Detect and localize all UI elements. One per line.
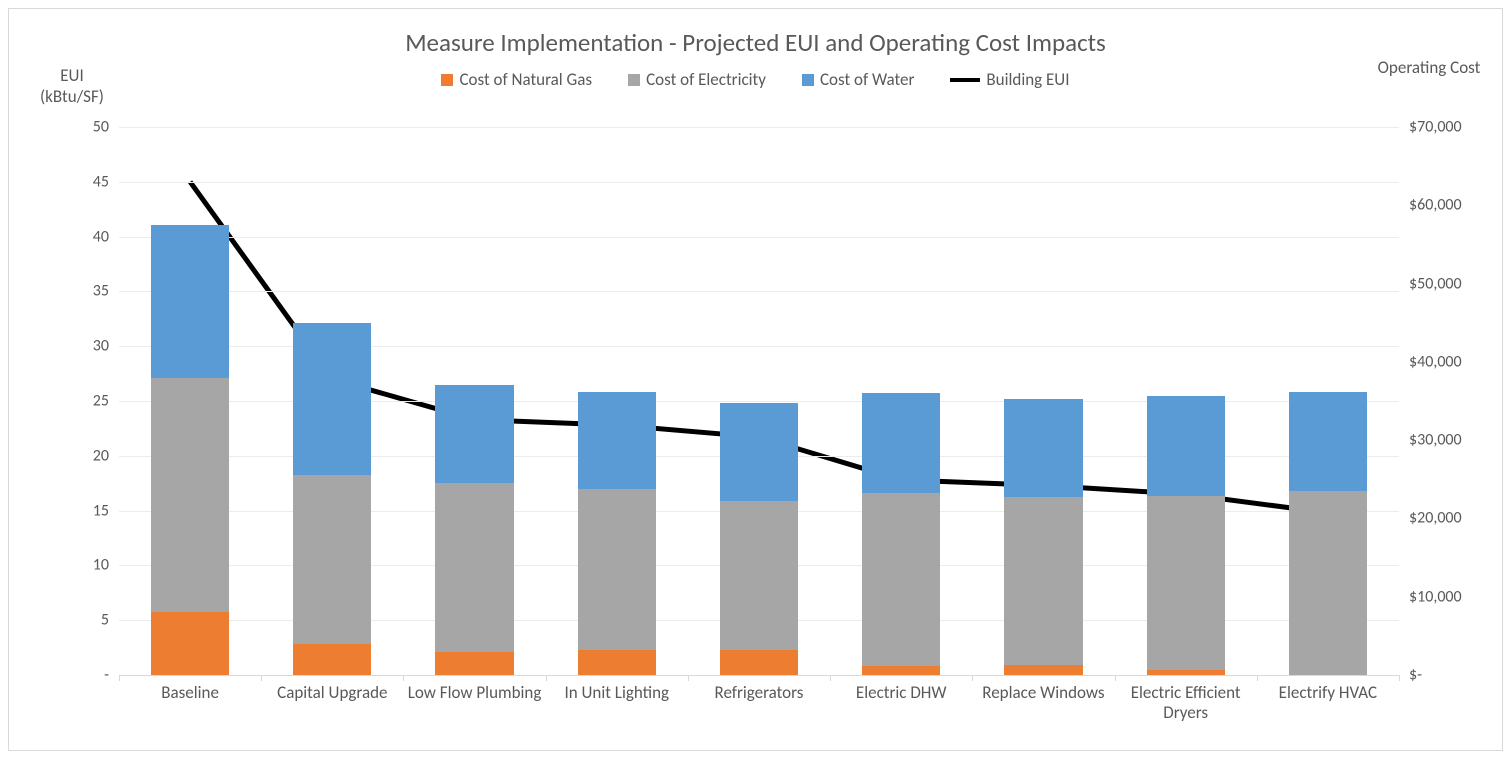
y-left-tick-label: 40: [49, 227, 109, 246]
x-tick: [972, 675, 973, 681]
x-tick: [1399, 675, 1400, 681]
bar-stack: [435, 385, 513, 675]
bar-segment: [862, 493, 940, 665]
y-right-tick-label: $20,000: [1409, 509, 1489, 528]
y-right-tick-label: $10,000: [1409, 587, 1489, 606]
y-right-tick-label: $-: [1409, 666, 1489, 685]
bar-stack: [578, 392, 656, 675]
y-right-tick-label: $40,000: [1409, 352, 1489, 371]
category-label: Electric DHW: [830, 683, 972, 703]
y-right-tick-label: $50,000: [1409, 274, 1489, 293]
bar-segment: [720, 403, 798, 501]
bar-segment: [293, 644, 371, 675]
y-left-tick-label: 30: [49, 337, 109, 356]
category-label: Low Flow Plumbing: [403, 683, 545, 703]
bar-stack: [151, 225, 229, 675]
bar-segment: [862, 393, 940, 493]
y-axis-right-title: Operating Cost: [1374, 57, 1484, 78]
y-left-tick-label: 35: [49, 282, 109, 301]
legend-swatch: [628, 74, 640, 86]
chart-title: Measure Implementation - Projected EUI a…: [9, 27, 1502, 58]
bar-segment: [1004, 665, 1082, 675]
legend-item: Cost of Electricity: [628, 69, 766, 90]
category-label: In Unit Lighting: [546, 683, 688, 703]
bar-segment: [435, 483, 513, 651]
bar-segment: [293, 475, 371, 643]
bar-segment: [1147, 496, 1225, 670]
legend-label: Cost of Electricity: [646, 69, 766, 90]
bar-segment: [578, 489, 656, 649]
category-label: Electric Efficient Dryers: [1115, 683, 1257, 724]
bar-segment: [151, 225, 229, 378]
bar-segment: [1147, 396, 1225, 496]
bar-stack: [1004, 399, 1082, 675]
bar-segment: [1289, 491, 1367, 675]
y-left-tick-label: 10: [49, 556, 109, 575]
bar-segment: [1004, 497, 1082, 665]
x-tick: [830, 675, 831, 681]
bar-segment: [578, 650, 656, 675]
y-left-tick-label: 20: [49, 446, 109, 465]
bar-stack: [1147, 396, 1225, 675]
y-right-tick-label: $30,000: [1409, 431, 1489, 450]
bar-segment: [435, 385, 513, 483]
x-tick: [403, 675, 404, 681]
bar-segment: [151, 378, 229, 613]
bar-stack: [293, 323, 371, 675]
gridline: [119, 237, 1399, 238]
bar-segment: [578, 392, 656, 490]
x-tick: [688, 675, 689, 681]
legend-label: Cost of Natural Gas: [459, 69, 592, 90]
bar-segment: [1289, 392, 1367, 491]
legend-swatch: [441, 74, 453, 86]
bar-stack: [720, 403, 798, 675]
chart-frame: Measure Implementation - Projected EUI a…: [8, 8, 1503, 751]
bar-stack: [1289, 392, 1367, 675]
y-left-tick-label: 50: [49, 118, 109, 137]
category-label: Baseline: [119, 683, 261, 703]
legend-label: Cost of Water: [820, 69, 914, 90]
category-label: Replace Windows: [972, 683, 1114, 703]
gridline: [119, 291, 1399, 292]
bar-segment: [720, 501, 798, 650]
bar-segment: [720, 650, 798, 675]
bar-segment: [1147, 670, 1225, 675]
category-label: Electrify HVAC: [1257, 683, 1399, 703]
legend-label: Building EUI: [986, 69, 1069, 90]
y-left-tick-label: 45: [49, 172, 109, 191]
bar-segment: [1004, 399, 1082, 497]
y-left-tick-label: -: [49, 666, 109, 685]
bar-segment: [293, 323, 371, 476]
legend-swatch: [802, 74, 814, 86]
legend-item: Cost of Natural Gas: [441, 69, 592, 90]
y-left-tick-label: 5: [49, 611, 109, 630]
y-axis-left-title: EUI (kBtu/SF): [27, 65, 117, 108]
plot-area: -5101520253035404550$-$10,000$20,000$30,…: [119, 127, 1399, 676]
legend-item: Cost of Water: [802, 69, 914, 90]
gridline: [119, 127, 1399, 128]
category-label: Refrigerators: [688, 683, 830, 703]
y-left-tick-label: 15: [49, 501, 109, 520]
bar-segment: [862, 666, 940, 675]
gridline: [119, 182, 1399, 183]
y-right-tick-label: $60,000: [1409, 196, 1489, 215]
legend-line-swatch: [950, 78, 980, 82]
bar-segment: [435, 652, 513, 675]
bar-segment: [151, 612, 229, 675]
x-tick: [119, 675, 120, 681]
x-tick: [261, 675, 262, 681]
y-right-tick-label: $70,000: [1409, 118, 1489, 137]
x-tick: [1115, 675, 1116, 681]
y-left-tick-label: 25: [49, 392, 109, 411]
x-tick: [1257, 675, 1258, 681]
x-tick: [546, 675, 547, 681]
legend: Cost of Natural Gas Cost of Electricity Co…: [9, 69, 1502, 90]
category-label: Capital Upgrade: [261, 683, 403, 703]
legend-item: Building EUI: [950, 69, 1069, 90]
bar-stack: [862, 393, 940, 675]
